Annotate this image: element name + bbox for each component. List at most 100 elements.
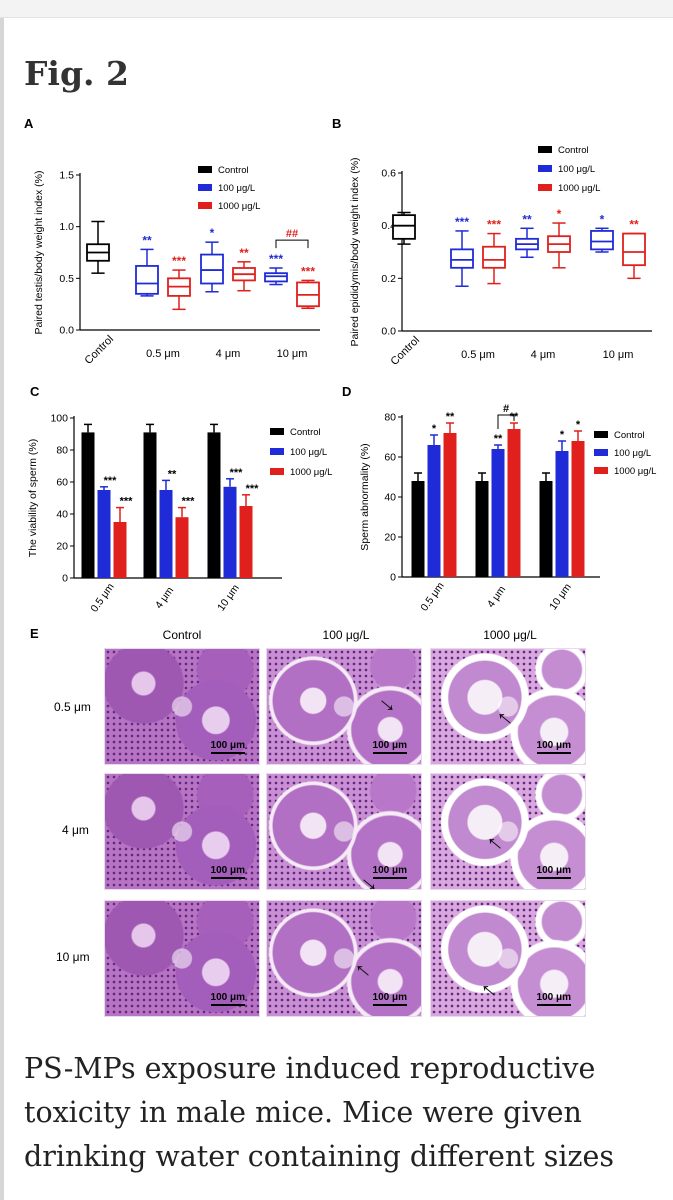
x-tick-label: 0.5 μm xyxy=(418,580,447,614)
column-label-control: Control xyxy=(162,628,202,642)
panel-label-c: C xyxy=(30,384,40,399)
scale-bar-label: 100 μm xyxy=(210,992,245,1003)
legend-swatch xyxy=(594,467,608,474)
significance-mark: ** xyxy=(168,468,177,480)
legend-swatch xyxy=(594,431,608,438)
box xyxy=(590,230,614,251)
pointer-arrow-icon: → xyxy=(371,684,408,721)
significance-mark: *** xyxy=(104,475,118,487)
significance-mark: *** xyxy=(120,496,134,508)
bar xyxy=(443,433,457,577)
box xyxy=(135,265,159,295)
row-label-10um: 10 μm xyxy=(56,950,90,964)
row-label-4um: 4 μm xyxy=(62,823,89,837)
significance-mark: *** xyxy=(172,254,186,268)
scale-bar-label: 100 μm xyxy=(536,865,571,876)
significance-mark: * xyxy=(576,419,581,431)
comparison-bracket xyxy=(497,414,515,429)
y-tick-label: 60 xyxy=(384,452,396,464)
bar xyxy=(539,481,553,577)
bar xyxy=(507,429,521,577)
bar xyxy=(81,432,95,578)
micrograph-1-2: 100 μm → xyxy=(430,773,586,890)
scale-bar: 100 μm xyxy=(537,992,571,1006)
legend-label: Control xyxy=(558,145,589,156)
column-label-1000: 1000 μg/L xyxy=(483,628,537,642)
scale-bar-line xyxy=(210,1004,245,1006)
legend-label: Control xyxy=(290,427,321,438)
bar xyxy=(207,432,221,578)
scale-bar-label: 100 μm xyxy=(536,992,571,1003)
bar xyxy=(175,517,189,578)
scale-bar-line xyxy=(372,752,407,754)
significance-mark: * xyxy=(432,423,437,435)
legend-swatch xyxy=(538,165,552,172)
box xyxy=(482,245,506,269)
x-tick-label: 4 μm xyxy=(216,348,241,360)
legend-label: 1000 μg/L xyxy=(614,466,656,477)
scale-bar: 100 μm xyxy=(373,865,407,879)
x-tick-label: Control xyxy=(83,333,117,367)
y-tick-label: 100 xyxy=(50,413,68,425)
significance-mark: ** xyxy=(629,218,639,232)
box xyxy=(450,248,474,269)
scale-bar-line xyxy=(210,877,245,879)
x-tick-label: 0.5 μm xyxy=(146,348,180,360)
scale-bar-line xyxy=(210,752,245,754)
row-label-0-5um: 0.5 μm xyxy=(54,700,91,714)
y-tick-label: 20 xyxy=(56,541,68,553)
bar xyxy=(427,445,441,577)
y-axis-title: The viability of sperm (%) xyxy=(27,439,39,557)
y-tick-label: 0 xyxy=(390,572,396,584)
scale-bar-line xyxy=(536,877,571,879)
x-tick-label: 4 μm xyxy=(153,585,176,611)
legend-label: 100 μg/L xyxy=(290,447,327,458)
significance-mark: *** xyxy=(269,252,283,266)
comparison-mark: ## xyxy=(286,228,298,240)
left-rule xyxy=(0,18,4,1200)
legend-swatch xyxy=(270,448,284,455)
legend-label: 100 μg/L xyxy=(614,448,651,459)
micrograph-2-2: 100 μm → xyxy=(430,900,586,1017)
comparison-mark: # xyxy=(503,403,509,415)
bar xyxy=(239,506,253,578)
significance-mark: ** xyxy=(239,246,249,260)
figure-caption: PS-MPs exposure induced reproductive tox… xyxy=(24,1052,615,1173)
legend-label: 100 μg/L xyxy=(218,183,255,194)
y-axis-title: Sperm abnormality (%) xyxy=(359,443,371,550)
scale-bar-line xyxy=(536,1004,571,1006)
panel-label-a: A xyxy=(24,116,34,131)
bar xyxy=(97,490,111,578)
x-tick-label: 10 μm xyxy=(215,582,242,613)
panel-label-d: D xyxy=(342,384,352,399)
pointer-arrow-icon: → xyxy=(474,828,511,865)
y-tick-label: 0.0 xyxy=(381,326,396,338)
bar xyxy=(555,451,569,577)
x-tick-label: 4 μm xyxy=(531,349,556,361)
legend-label: 1000 μg/L xyxy=(218,201,260,212)
significance-mark: * xyxy=(210,226,215,240)
x-tick-label: Control xyxy=(389,334,423,368)
scale-bar-label: 100 μm xyxy=(210,740,245,751)
y-tick-label: 0.0 xyxy=(59,325,74,337)
top-bar xyxy=(0,0,673,18)
legend-label: Control xyxy=(218,165,249,176)
significance-mark: *** xyxy=(182,496,196,508)
x-tick-label: 10 μm xyxy=(603,349,634,361)
y-tick-label: 20 xyxy=(384,532,396,544)
scale-bar: 100 μm xyxy=(211,992,245,1006)
significance-mark: ** xyxy=(522,212,532,226)
chart-a-testis-index: 0.0 0.5 1.0 1.5 Paired testis/body weight in… xyxy=(33,165,320,367)
pointer-arrow-icon: → xyxy=(484,703,521,740)
bar xyxy=(223,486,237,578)
legend-swatch xyxy=(198,184,212,191)
panel-label-e: E xyxy=(30,626,39,641)
chart-c-sperm-viability: 0 20 40 60 80 100 The viability of sperm (%) **… xyxy=(27,413,332,615)
y-axis-title: Paired epididymis/body weight index (%) xyxy=(349,157,361,346)
bar xyxy=(143,432,157,578)
y-tick-label: 0.2 xyxy=(381,273,396,285)
y-tick-label: 40 xyxy=(384,492,396,504)
y-tick-label: 0.6 xyxy=(381,168,396,180)
x-tick-label: 0.5 μm xyxy=(461,349,495,361)
